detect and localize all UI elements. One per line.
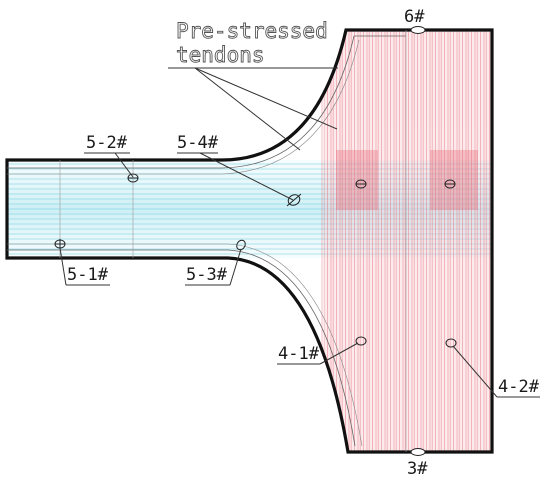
joint-outline bbox=[5, 28, 494, 454]
gauge-label-5-3: 5-3# bbox=[186, 265, 228, 285]
inner-offset-bottom bbox=[7, 249, 356, 447]
gauge-label-5-2: 5-2# bbox=[86, 133, 128, 153]
gauge-marker-a bbox=[355, 179, 367, 189]
label-leaders bbox=[59, 152, 540, 398]
inner-offset-bottom-2 bbox=[7, 243, 363, 447]
gauge-label-5-1: 5-1# bbox=[67, 265, 109, 285]
gauge-markers bbox=[54, 26, 457, 456]
annotation-line2: tendons bbox=[176, 43, 265, 67]
pre-stressed-tendon-hatching bbox=[7, 30, 492, 452]
gauge-marker-6 bbox=[410, 26, 426, 34]
gauge-marker-5-2 bbox=[127, 173, 139, 183]
gauge-label-5-4: 5-4# bbox=[177, 133, 219, 153]
gauge-marker-5-3 bbox=[236, 239, 246, 251]
inner-offset-top-2 bbox=[7, 39, 360, 175]
inner-offset-top bbox=[7, 35, 406, 169]
gauge-marker-4-1 bbox=[355, 336, 367, 346]
annotation-leaders bbox=[168, 67, 338, 151]
gauge-marker-b bbox=[444, 179, 456, 189]
gauge-label-4-2: 4-2# bbox=[498, 377, 540, 397]
annotation-line1: Pre-stressed bbox=[176, 19, 328, 43]
gauge-marker-3 bbox=[410, 448, 426, 456]
gauge-label-6: 6# bbox=[404, 7, 425, 27]
gauge-label-3: 3# bbox=[407, 459, 428, 479]
gauge-label-4-1: 4-1# bbox=[278, 344, 320, 364]
gauge-marker-5-4 bbox=[286, 193, 302, 207]
gauge-marker-4-2 bbox=[445, 338, 457, 348]
